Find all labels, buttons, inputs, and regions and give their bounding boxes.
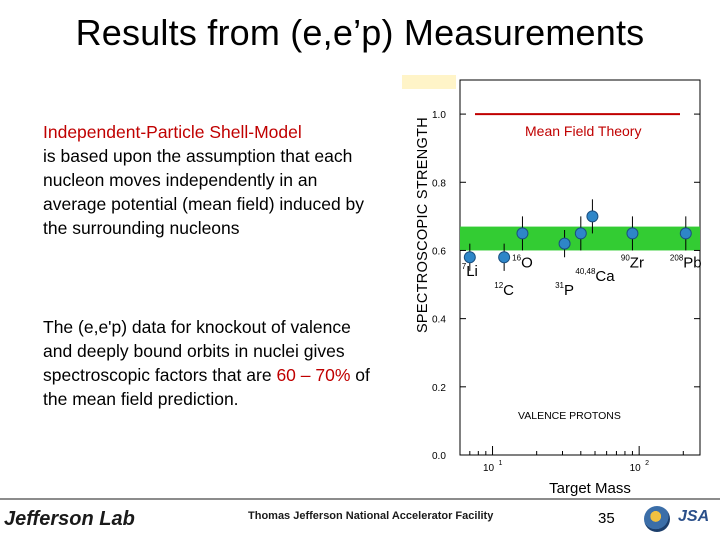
nucleus-label-Li: 7Li: [462, 262, 478, 280]
data-point-31P: [558, 237, 571, 250]
facility-name: Thomas Jefferson National Accelerator Fa…: [248, 510, 494, 522]
eep-text-before: The (e,e'p) data for knockout of valence…: [43, 317, 351, 385]
nucleus-mass-number: 40,48: [575, 267, 596, 276]
nucleus-label-P: 31P: [555, 281, 574, 299]
x-axis-label: Target Mass: [549, 480, 631, 497]
nucleus-mass-number: 90: [621, 254, 630, 263]
valence-protons-label: VALENCE PROTONS: [518, 410, 621, 422]
x-tick-label: 10: [483, 463, 495, 474]
data-point-12C: [498, 251, 511, 264]
nucleus-mass-number: 7: [462, 262, 467, 271]
chart-top-highlight: [402, 75, 456, 89]
shell-model-description: is based upon the assumption that each n…: [43, 146, 365, 238]
y-axis-label: SPECTROSCOPIC STRENGTH: [415, 116, 431, 334]
x-tick-exponent: 1: [499, 460, 503, 467]
data-point-16O: [516, 227, 529, 240]
nucleus-label-Zr: 90Zr: [621, 254, 644, 272]
data-point-7Li: [463, 251, 476, 264]
plot-frame: [459, 79, 701, 456]
nucleus-symbol: Ca: [595, 268, 615, 285]
nucleus-label-Ca: 40,48Ca: [575, 267, 615, 285]
jsa-logo: JSA: [678, 508, 710, 525]
nucleus-mass-number: 12: [494, 281, 503, 290]
nucleus-symbol: Pb: [683, 255, 701, 272]
nucleus-label-O: 16O: [512, 254, 533, 272]
data-point-40Ca: [574, 227, 587, 240]
nucleus-symbol: P: [564, 282, 574, 299]
data-point-90Zr: [626, 227, 639, 240]
nucleus-label-Pb: 208Pb: [670, 254, 702, 272]
y-axis-label-container: SPECTROSCOPIC STRENGTH: [408, 80, 438, 370]
eep-highlight-percent: 60 – 70%: [276, 365, 351, 385]
nucleus-mass-number: 31: [555, 281, 564, 290]
x-tick-exponent: 2: [645, 460, 649, 467]
nucleus-symbol: Zr: [630, 255, 644, 272]
shaded-band-60-70: [460, 226, 700, 251]
shell-model-heading: Independent-Particle Shell-Model: [43, 122, 302, 142]
nucleus-label-C: 12C: [494, 281, 514, 299]
y-tick-label: 0.0: [432, 451, 446, 462]
doe-seal-icon: [644, 506, 670, 532]
eep-results-paragraph: The (e,e'p) data for knockout of valence…: [43, 315, 373, 411]
shell-model-paragraph: Independent-Particle Shell-Model is base…: [43, 120, 373, 240]
nucleus-mass-number: 208: [670, 254, 684, 263]
data-point-208Pb: [679, 227, 692, 240]
mean-field-label: Mean Field Theory: [525, 123, 641, 139]
nucleus-symbol: O: [521, 255, 533, 272]
eep-text-after: of the mean field prediction.: [43, 365, 370, 409]
footer-divider: [0, 498, 720, 500]
jefferson-lab-logo: Jefferson Lab: [4, 508, 135, 530]
nucleus-symbol: C: [503, 282, 514, 299]
nucleus-symbol: Li: [466, 263, 478, 280]
page-number: 35: [598, 510, 615, 527]
y-tick-label: 0.2: [432, 383, 446, 394]
slide-title: Results from (e,e’p) Measurements: [75, 12, 645, 53]
nucleus-mass-number: 16: [512, 254, 521, 263]
footer-bar: Jefferson Lab Thomas Jefferson National …: [0, 498, 720, 540]
data-point-48Ca: [586, 210, 599, 223]
x-tick-label: 10: [630, 463, 642, 474]
